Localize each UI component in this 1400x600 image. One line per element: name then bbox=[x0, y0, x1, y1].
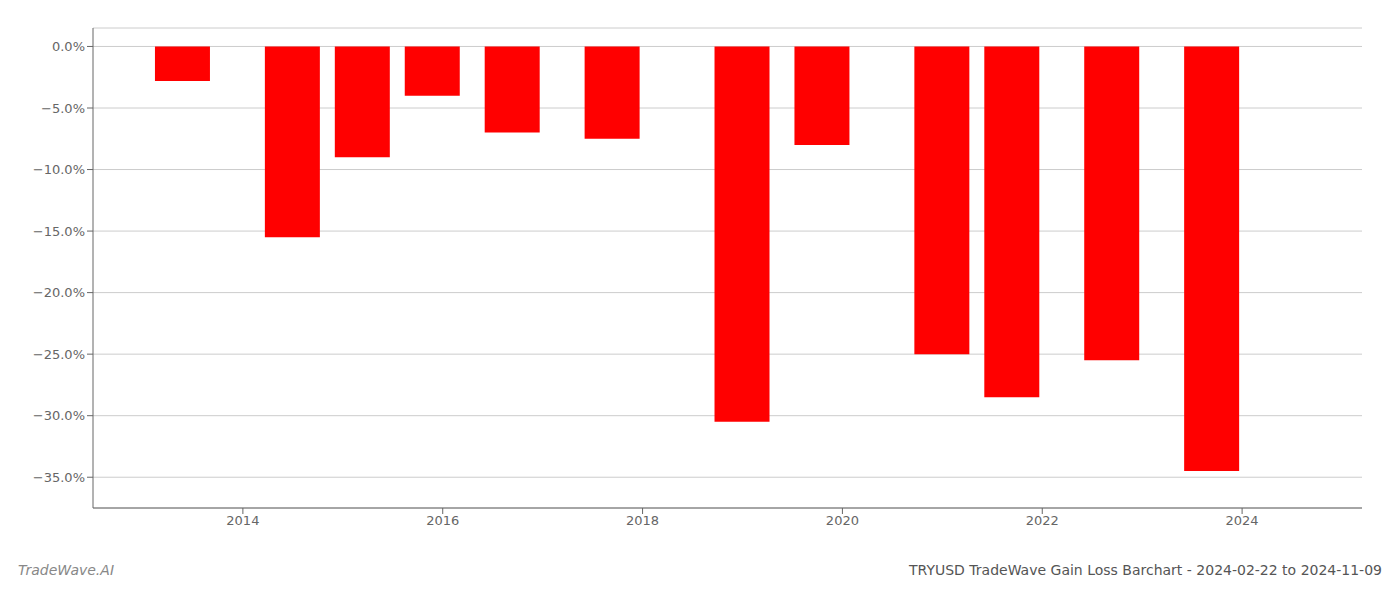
svg-text:−30.0%: −30.0% bbox=[33, 408, 85, 423]
svg-text:0.0%: 0.0% bbox=[52, 39, 85, 54]
svg-text:−10.0%: −10.0% bbox=[33, 162, 85, 177]
svg-text:−5.0%: −5.0% bbox=[41, 101, 85, 116]
svg-text:−35.0%: −35.0% bbox=[33, 470, 85, 485]
svg-text:2022: 2022 bbox=[1026, 513, 1059, 528]
svg-text:2018: 2018 bbox=[626, 513, 659, 528]
svg-text:−15.0%: −15.0% bbox=[33, 224, 85, 239]
svg-text:2016: 2016 bbox=[426, 513, 459, 528]
svg-text:−20.0%: −20.0% bbox=[33, 285, 85, 300]
html-text:TRYUSD TradeWave Gain Loss Bar: TRYUSD TradeWave Gain Loss Barchart - 20… bbox=[909, 562, 1382, 578]
html-text:TradeWave.AI: TradeWave.AI bbox=[18, 562, 114, 578]
svg-text:2014: 2014 bbox=[226, 513, 259, 528]
svg-text:−25.0%: −25.0% bbox=[33, 347, 85, 362]
svg-text:2020: 2020 bbox=[826, 513, 859, 528]
svg-text:2024: 2024 bbox=[1226, 513, 1259, 528]
